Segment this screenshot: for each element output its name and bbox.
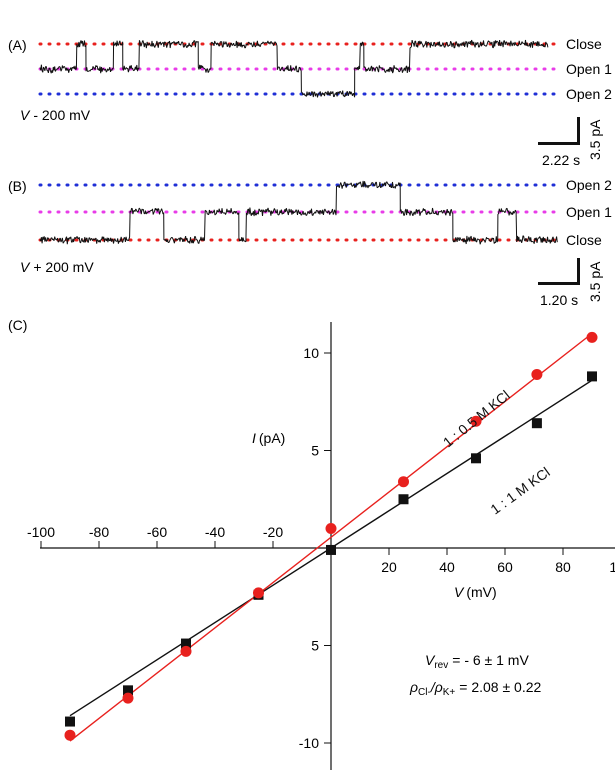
- data-point-red: [253, 587, 264, 599]
- x-tick-label: 60: [497, 559, 513, 575]
- y-axis-title: I (pA): [252, 430, 285, 446]
- panel-c: (C) -100-80-60-40-2020406080100 1055-10 …: [8, 317, 615, 770]
- data-point-red: [64, 729, 76, 741]
- close-level-label-b: Close: [566, 232, 602, 248]
- x-tick-label: -100: [27, 524, 55, 540]
- current-trace-b: [39, 180, 558, 245]
- data-point-red: [531, 368, 543, 380]
- data-point-black: [65, 716, 75, 727]
- y-tick-label: -10: [299, 735, 319, 751]
- data-point-red: [398, 476, 409, 488]
- data-point-red: [180, 645, 192, 657]
- close-level-label-a: Close: [566, 36, 602, 52]
- open1-level-label-a: Open 1: [566, 61, 612, 77]
- y-tick-label: 5: [311, 443, 319, 459]
- data-point-black: [531, 418, 542, 429]
- data-point-red: [586, 331, 598, 343]
- series-label-red: 1 : 0.5 M KCl: [440, 387, 513, 450]
- panel-c-label: (C): [8, 317, 27, 333]
- panel-b: (B) Open 2 Open 1 Close V + 200 mV 1.20 s…: [8, 177, 612, 308]
- data-point-black: [181, 638, 191, 649]
- data-point-red: [470, 415, 482, 427]
- data-point-red: [325, 523, 337, 534]
- data-points: [64, 331, 598, 741]
- time-scale-label-a: 2.22 s: [542, 152, 580, 168]
- x-tick-label: -40: [205, 524, 225, 540]
- y-tick-label: 10: [303, 345, 319, 361]
- voltage-label-a: V- 200 mV: [20, 107, 91, 123]
- series-label-black: 1 : 1 M KCl: [487, 464, 552, 518]
- x-ticks: -100 -80 -60 -40 -20 20 40 60 80 100: [27, 524, 615, 575]
- data-point-red: [122, 692, 134, 704]
- x-axis-title: V (mV): [454, 584, 497, 600]
- data-point-black: [326, 544, 336, 555]
- current-trace-a: [39, 39, 549, 98]
- data-point-black: [587, 371, 597, 382]
- panel-a-label: (A): [8, 37, 27, 53]
- x-tick-label: 100: [609, 559, 615, 575]
- x-tick-label: -20: [263, 524, 283, 540]
- x-tick-label: 80: [555, 559, 571, 575]
- open2-level-label-a: Open 2: [566, 86, 612, 102]
- x-tick-label: 20: [381, 559, 397, 575]
- x-tick-label: -80: [89, 524, 109, 540]
- time-scale-label-b: 1.20 s: [540, 292, 578, 308]
- panel-b-label: (B): [8, 178, 27, 194]
- y-tick-label: 5: [311, 638, 319, 654]
- y-ticks: 10 5 5 -10: [299, 345, 331, 751]
- data-point-black: [398, 494, 409, 505]
- voltage-label-b: V + 200 mV: [20, 259, 94, 275]
- current-scale-label-a: 3.5 pA: [587, 119, 603, 160]
- x-tick-label: -60: [147, 524, 167, 540]
- data-point-black: [123, 685, 133, 696]
- current-scale-label-b: 3.5 pA: [587, 261, 603, 302]
- fit-line-red: [69, 332, 593, 742]
- x-tick-label: 40: [439, 559, 455, 575]
- open1-level-label-b: Open 1: [566, 204, 612, 220]
- panel-a: (A) Close Open 1 Open 2 V- 200 mV 2.22 s…: [8, 36, 612, 168]
- open2-level-label-b: Open 2: [566, 177, 612, 193]
- permeability-ratio-label: ρCl-/ρK+ = 2.08 ± 0.22: [409, 679, 541, 698]
- data-point-black: [471, 453, 481, 464]
- reversal-potential-label: Vrev = - 6 ± 1 mV: [425, 652, 529, 671]
